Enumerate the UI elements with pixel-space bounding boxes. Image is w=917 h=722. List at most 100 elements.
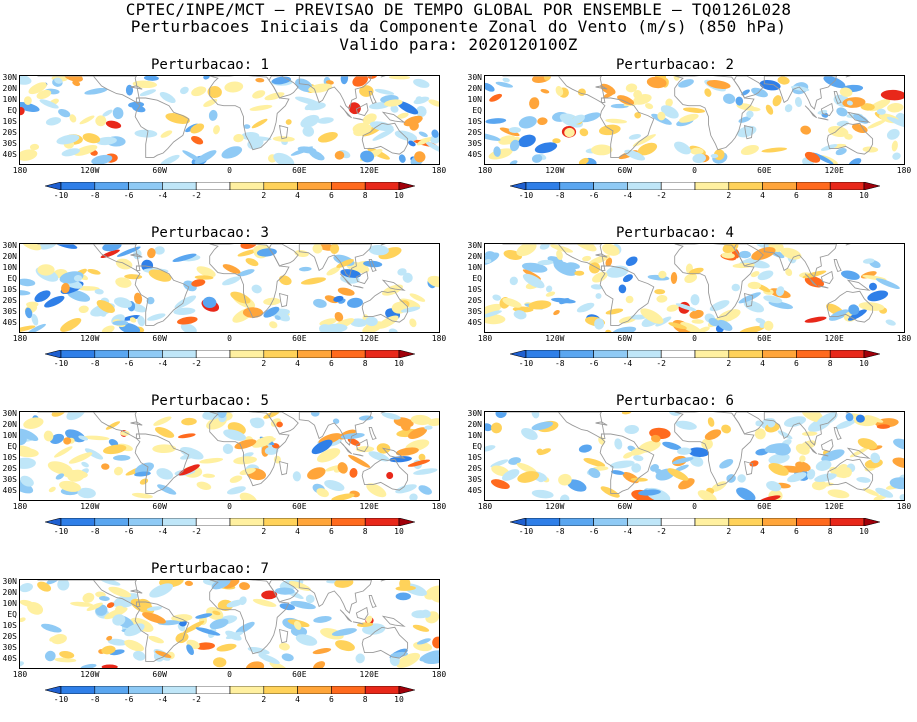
perturbation-blob	[721, 252, 735, 259]
colorbar-label: -4	[622, 527, 633, 536]
coastline	[130, 421, 143, 426]
colorbar	[510, 350, 880, 358]
colorbar-min-triangle	[510, 182, 527, 190]
perturbation-blob	[213, 125, 220, 135]
colorbar-label: -4	[157, 527, 168, 536]
perturbation-blob	[292, 471, 302, 482]
coastline	[209, 580, 290, 655]
perturbation-blob	[875, 487, 894, 498]
coastline	[298, 580, 372, 614]
coastline	[268, 412, 299, 435]
lat-tick-label: 20N	[2, 588, 17, 598]
colorbar-label: 6	[328, 359, 334, 368]
perturbation-blob	[96, 136, 117, 146]
colorbar-swatch	[694, 182, 730, 190]
perturbation-blob	[263, 306, 280, 318]
lat-tick-label: EQ	[7, 610, 17, 620]
colorbar-swatch	[796, 182, 831, 190]
perturbation-blob	[131, 492, 153, 499]
colorbar-swatch	[331, 182, 366, 190]
perturbation-blob	[203, 76, 210, 80]
perturbation-blob	[654, 468, 662, 475]
perturbation-blob	[28, 82, 47, 95]
map-svg	[20, 76, 439, 164]
perturbation-blob	[493, 146, 501, 157]
perturbation-blob	[892, 152, 901, 160]
perturbation-blob	[325, 465, 342, 472]
lat-tick-label: 30N	[467, 409, 482, 419]
colorbar-label: -10	[518, 191, 534, 200]
perturbation-blob	[537, 259, 554, 266]
perturbation-blob	[431, 129, 439, 138]
perturbation-blob	[749, 460, 759, 467]
perturbation-blob	[889, 477, 904, 490]
perturbation-blob	[863, 488, 879, 496]
perturbation-blob	[223, 429, 247, 441]
perturbation-blob	[76, 286, 100, 291]
perturbation-blob	[48, 486, 56, 493]
perturbation-blob	[366, 483, 387, 498]
perturbation-blob	[574, 270, 585, 276]
perturbation-blob	[836, 120, 849, 127]
map-area	[19, 579, 440, 669]
colorbar-label: -8	[554, 359, 565, 368]
perturbation-blob	[517, 471, 540, 483]
perturbation-blob	[632, 134, 656, 147]
header-line-3: Valido para: 2020120100Z	[339, 35, 578, 54]
perturbation-blob	[594, 318, 605, 330]
lat-tick-label: EQ	[472, 106, 482, 116]
perturbation-blob	[113, 466, 124, 476]
colorbar-label: -6	[588, 191, 599, 200]
perturbation-blob	[207, 85, 222, 99]
colorbar-label: -4	[157, 191, 168, 200]
colorbar-swatch	[229, 686, 265, 694]
colorbar	[45, 350, 415, 358]
map-svg	[485, 244, 900, 332]
perturbation-blob	[199, 457, 224, 464]
colorbar-label: 10	[394, 527, 404, 536]
colorbar-swatch	[128, 686, 163, 694]
perturbation-blob	[638, 489, 661, 496]
lat-tick-label: 20S	[467, 128, 482, 138]
lon-tick-label: 0	[692, 166, 697, 175]
colorbar-min-triangle	[45, 686, 62, 694]
perturbation-blob	[656, 294, 668, 303]
lon-tick-label: 120E	[824, 502, 844, 511]
perturbation-blob	[27, 602, 44, 615]
perturbation-blob	[252, 90, 266, 99]
lat-tick-label: 30S	[2, 307, 17, 317]
perturbation-blob	[87, 268, 101, 275]
perturbation-blob	[558, 473, 572, 486]
perturbation-blob	[867, 290, 889, 302]
perturbation-blob	[180, 323, 197, 332]
perturbation-blob	[618, 284, 627, 294]
colorbar-swatch	[593, 518, 628, 526]
perturbation-blob	[485, 423, 493, 432]
colorbar-swatch	[559, 350, 594, 358]
perturbation-blob	[735, 96, 744, 106]
lat-tick-label: EQ	[7, 274, 17, 284]
lon-tick-label: 120W	[80, 334, 100, 343]
perturbation-blob	[721, 424, 732, 434]
perturbation-blob	[409, 293, 426, 302]
perturbation-blob	[20, 478, 34, 494]
perturbation-blob	[416, 638, 431, 645]
perturbation-blob	[654, 289, 666, 295]
perturbation-blob	[101, 664, 118, 668]
perturbation-blob	[677, 447, 692, 455]
perturbation-blob	[678, 478, 695, 490]
lat-tick-label: 10S	[467, 117, 482, 127]
lat-tick-label: 10N	[2, 95, 17, 105]
perturbation-blob	[212, 610, 221, 616]
colorbar-swatch	[559, 182, 594, 190]
perturbation-blob	[757, 270, 774, 281]
perturbation-blob	[368, 451, 390, 462]
coastline	[268, 580, 299, 603]
perturbation-blob	[80, 663, 97, 668]
perturbation-blob	[630, 314, 647, 320]
perturbation-blob	[885, 319, 896, 326]
perturbation-blob	[415, 106, 427, 117]
colorbar-label: 2	[726, 527, 732, 536]
lat-tick-label: 40S	[2, 486, 17, 496]
perturbation-blob	[180, 86, 189, 95]
